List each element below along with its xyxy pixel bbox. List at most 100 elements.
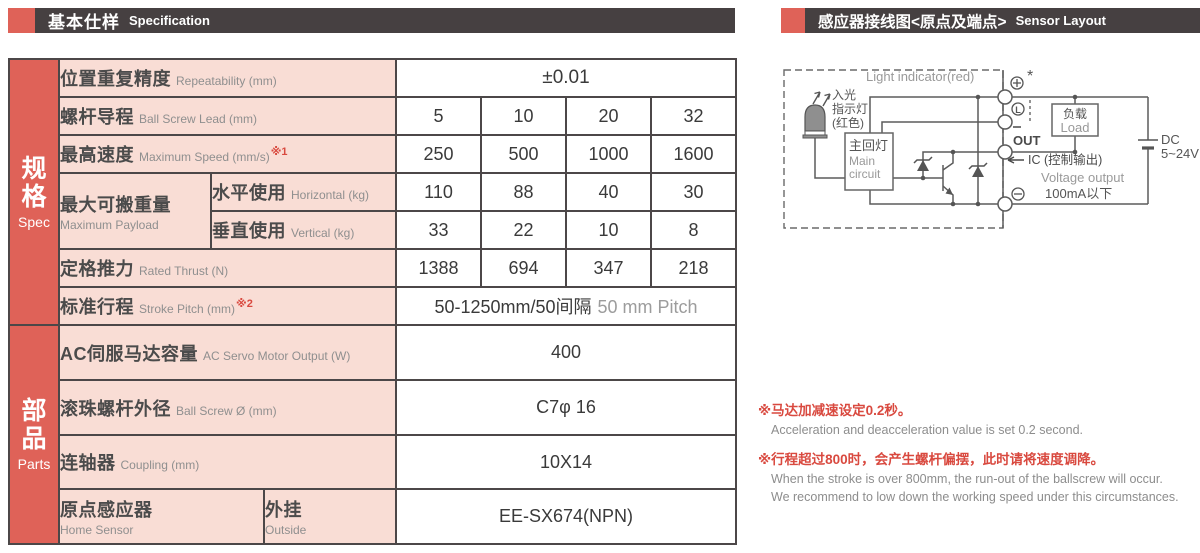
incoming-light-label-3: (红色): [832, 115, 864, 130]
label-ball-screw-diameter: 滚珠螺杆外径 Ball Screw Ø (mm): [58, 379, 397, 436]
label-horizontal-en: Horizontal (kg): [291, 188, 370, 202]
label-repeatability-en: Repeatability (mm): [176, 74, 277, 88]
wires: [814, 96, 1149, 205]
label-outside-zh: 外挂: [265, 500, 302, 520]
value-stroke-pitch: 50-1250mm/50间隔 50 mm Pitch: [395, 286, 737, 326]
ic-control-output-label: IC (控制输出): [1028, 152, 1102, 167]
value-lead-3: 20: [565, 96, 652, 136]
label-ball-screw-lead: 螺杆导程 Ball Screw Lead (mm): [58, 96, 397, 136]
value-thrust-3: 347: [565, 248, 652, 288]
value-speed-4: 1600: [650, 134, 737, 174]
label-horizontal-zh: 水平使用: [212, 183, 286, 203]
value-thrust-4: 218: [650, 248, 737, 288]
label-lead-zh: 螺杆导程: [60, 107, 134, 127]
main-circuit-zh: 主回灯: [849, 138, 888, 153]
label-vertical-zh: 垂直使用: [212, 221, 286, 241]
row-ball-screw-diameter: 滚珠螺杆外径 Ball Screw Ø (mm) C7φ 16: [9, 379, 737, 436]
main-circuit-box: 主回灯 Main circuit: [844, 132, 894, 191]
terminal-l: [997, 114, 1013, 130]
label-stroke-zh: 标准行程: [60, 297, 134, 317]
sensor-layout-header: 感应器接线图<原点及端点> Sensor Layout: [781, 8, 1200, 33]
terminal-circles: [997, 89, 1013, 212]
value-vertical-2: 22: [480, 210, 567, 250]
load-label-zh: 负载: [1063, 107, 1087, 121]
value-repeatability: ±0.01: [395, 58, 737, 98]
label-motor-zh: AC伺服马达容量: [60, 343, 198, 364]
footnote-2-en-2: We recommend to low down the working spe…: [771, 489, 1179, 504]
value-horizontal-1: 110: [395, 172, 482, 212]
voltage-output-label: Voltage output: [1041, 170, 1125, 185]
spec-table: 规格 Spec 位置重复精度 Repeatability (mm) ±0.01 螺…: [8, 58, 737, 545]
label-repeatability: 位置重复精度 Repeatability (mm): [58, 58, 397, 98]
label-home-sensor: 原点感应器 Home Sensor: [58, 488, 265, 545]
label-home-sensor-en: Home Sensor: [60, 523, 134, 537]
current-limit-label: 100mA以下: [1045, 186, 1112, 201]
label-max-speed: 最高速度 Maximum Speed (mm/s)※1: [58, 134, 397, 174]
label-home-sensor-zh: 原点感应器: [60, 500, 153, 520]
label-motor-en: AC Servo Motor Output (W): [203, 348, 351, 363]
value-motor-output: 400: [395, 324, 737, 381]
footnote-ref-1: ※1: [270, 145, 288, 158]
terminal-plus: [997, 89, 1013, 105]
asterisk-mark: *: [1027, 68, 1033, 85]
row-rated-thrust: 定格推力 Rated Thrust (N) 1388 694 347 218: [9, 248, 737, 288]
value-speed-1: 250: [395, 134, 482, 174]
red-accent-square: [8, 8, 35, 33]
row-motor-output: 部品 Parts AC伺服马达容量 AC Servo Motor Output (…: [8, 324, 737, 545]
label-speed-en: Maximum Speed (mm/s): [139, 150, 270, 164]
incoming-light-label-1: 入光: [832, 88, 856, 102]
specification-title-zh: 基本仕样: [48, 13, 120, 32]
zener-diode-left-icon: [913, 156, 933, 171]
label-thrust-en: Rated Thrust (N): [139, 264, 229, 278]
svg-text:L: L: [1015, 105, 1021, 115]
footnote-2-en-1: When the stroke is over 800mm, the run-o…: [771, 472, 1163, 487]
main-circuit-en2: circuit: [849, 167, 881, 181]
terminal-minus: [997, 196, 1013, 212]
row-repeatability: 规格 Spec 位置重复精度 Repeatability (mm) ±0.01: [8, 58, 737, 326]
label-thrust-zh: 定格推力: [60, 259, 134, 279]
label-screw-zh: 滚珠螺杆外径: [60, 398, 171, 419]
row-payload-horizontal: 最大可搬重量 Maximum Payload 水平使用 Horizontal (kg…: [9, 172, 737, 250]
specification-header: 基本仕样 Specification: [8, 8, 735, 33]
terminal-out: [997, 144, 1013, 160]
row-payload-vertical: 垂直使用 Vertical (kg) 33 22 10 8: [9, 210, 737, 250]
label-vertical-en: Vertical (kg): [291, 226, 355, 240]
plus-symbol-icon: [1010, 76, 1024, 90]
label-screw-en: Ball Screw Ø (mm): [176, 403, 277, 418]
out-label: OUT: [1013, 133, 1041, 148]
value-stroke-main: 50-1250mm/50间隔: [434, 297, 592, 317]
row-ball-screw-lead: 螺杆导程 Ball Screw Lead (mm) 5 10 20 32: [9, 96, 737, 136]
footnote-2: ※行程超过800时，会产生螺杆偏摆，此时请将速度调降。 When the str…: [758, 448, 1200, 506]
value-lead-2: 10: [480, 96, 567, 136]
circled-minus-icon: [1011, 187, 1025, 201]
sensor-layout-header-bar: 感应器接线图<原点及端点> Sensor Layout: [805, 8, 1200, 33]
section-spec-zh: 规格: [21, 154, 47, 211]
ic-arrow-icon: [1007, 156, 1024, 164]
value-speed-2: 500: [480, 134, 567, 174]
light-ray-arrows-icon: [812, 91, 831, 107]
footnotes: ※马达加减速设定0.2秒。 Acceleration and deacceler…: [758, 399, 1200, 506]
led-indicator-icon: [802, 104, 828, 139]
label-coupling-zh: 连轴器: [60, 453, 116, 473]
label-stroke-en: Stroke Pitch (mm): [139, 302, 236, 316]
section-parts-en: Parts: [17, 456, 51, 472]
footnote-2-zh: ※行程超过800时，会产生螺杆偏摆，此时请将速度调降。: [758, 452, 1105, 468]
section-spec-en: Spec: [18, 213, 50, 230]
battery-icon: [1138, 139, 1158, 150]
red-accent-square: [781, 8, 805, 33]
label-coupling: 连轴器 Coupling (mm): [58, 434, 397, 490]
label-speed-zh: 最高速度: [60, 145, 134, 165]
value-ball-screw-diameter: C7φ 16: [395, 379, 737, 436]
section-parts: 部品 Parts: [8, 324, 60, 545]
value-coupling: 10X14: [395, 434, 737, 490]
junction-dots: [920, 94, 1078, 207]
label-motor-output: AC伺服马达容量 AC Servo Motor Output (W): [58, 324, 397, 381]
label-horizontal: 水平使用 Horizontal (kg): [210, 172, 397, 212]
value-stroke-sub: 50 mm Pitch: [597, 297, 698, 317]
specification-title-en: Specification: [129, 13, 210, 28]
transistor-icon: [945, 187, 953, 195]
label-rated-thrust: 定格推力 Rated Thrust (N): [58, 248, 397, 288]
footnote-1-en: Acceleration and deacceleration value is…: [771, 423, 1083, 437]
label-coupling-en: Coupling (mm): [120, 458, 200, 472]
label-outside-en: Outside: [265, 523, 307, 537]
